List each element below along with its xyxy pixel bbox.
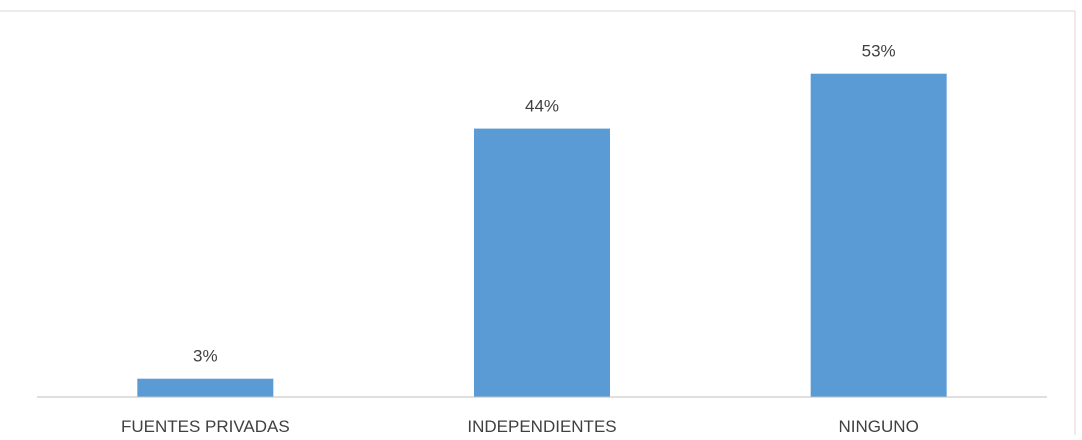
data-label-independientes: 44%	[525, 97, 559, 116]
bar-fuentes-privadas	[137, 378, 274, 397]
bar-ninguno	[810, 73, 947, 397]
x-tick-label-ninguno: NINGUNO	[839, 417, 919, 435]
x-tick-labels-layer: FUENTES PRIVADAS INDEPENDIENTES NINGUNO	[121, 417, 919, 436]
x-tick-label-independientes: INDEPENDIENTES	[467, 417, 616, 435]
data-label-ninguno: 53%	[862, 42, 896, 61]
data-label-fuentes-privadas: 3%	[193, 347, 218, 366]
data-labels-layer: 3% 44% 53%	[193, 42, 896, 366]
bars-layer	[137, 73, 947, 397]
x-tick-label-fuentes-privadas: FUENTES PRIVADAS	[121, 417, 290, 435]
bar-independientes	[474, 128, 610, 397]
